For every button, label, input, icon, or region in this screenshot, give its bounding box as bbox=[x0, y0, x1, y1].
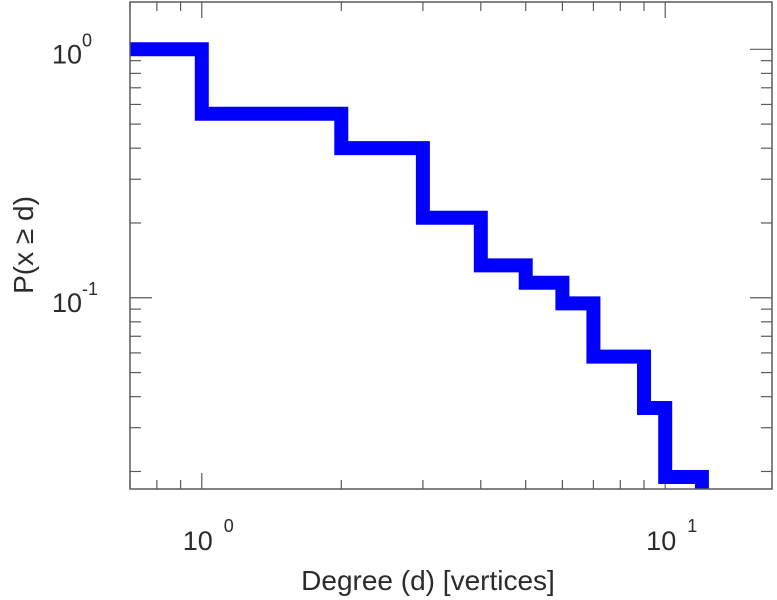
y-axis-title: P(x ≥ d) bbox=[8, 196, 39, 294]
y-tick-exponent: 0 bbox=[82, 30, 92, 50]
x-tick-labels: 10 0 10 1 bbox=[183, 516, 697, 556]
y-tick-label: 10 bbox=[52, 39, 82, 69]
series-layer bbox=[130, 42, 709, 489]
y-tick-exponent: -1 bbox=[82, 279, 98, 299]
y-tick-label: 10 bbox=[52, 288, 82, 318]
minor-ticks bbox=[129, 2, 772, 489]
plot-frame bbox=[129, 1, 773, 490]
plot-area bbox=[130, 2, 772, 489]
x-axis-title: Degree (d) [vertices] bbox=[301, 565, 555, 596]
x-tick-exponent: 1 bbox=[687, 516, 697, 536]
x-tick-label: 10 bbox=[183, 526, 213, 556]
x-tick-label: 10 bbox=[646, 526, 676, 556]
x-tick-exponent: 0 bbox=[224, 516, 234, 536]
ccdf-step-line bbox=[130, 42, 709, 489]
